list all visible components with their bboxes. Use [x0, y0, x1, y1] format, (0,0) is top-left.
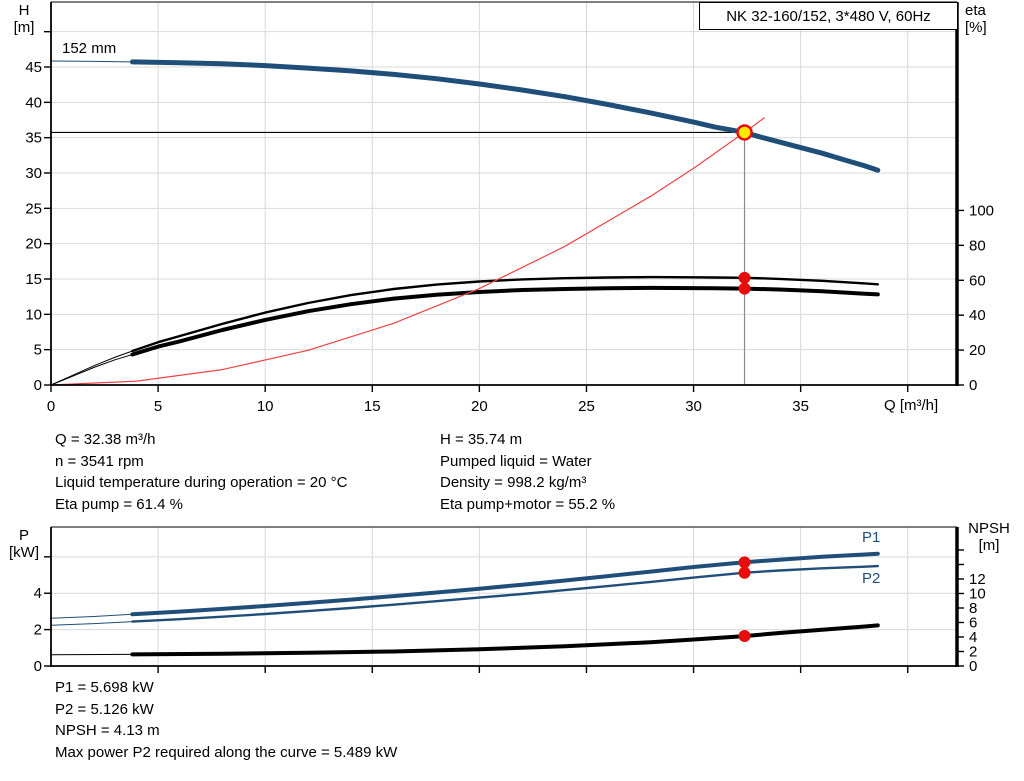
pump-designation-text: NK 32-160/152, 3*480 V, 60Hz [726, 7, 931, 25]
info-eta-pump: Eta pump = 61.4 % [55, 495, 183, 513]
info-density: Density = 998.2 kg/m³ [440, 474, 587, 491]
p1-point [738, 556, 751, 569]
left-axis-tick-label: 4 [34, 585, 42, 602]
p1-curve-lead [50, 613, 133, 619]
left-axis-tick-label: 15 [25, 271, 42, 288]
left-axis-tick-label: 2 [34, 622, 42, 639]
left-axis-tick-label: 30 [25, 165, 42, 182]
x-axis-tick-label: 35 [792, 398, 809, 415]
left-axis-tick-label: 0 [34, 658, 42, 675]
info-npsh: NPSH = 4.13 m [55, 722, 160, 739]
right-axis-tick-label: 10 [969, 585, 986, 602]
p1-curve-label: P1 [862, 529, 881, 546]
left-axis-tick-label: 20 [25, 236, 42, 253]
eta-pump-motor-curve [130, 285, 880, 357]
duty-point-marker[interactable] [736, 124, 753, 141]
eta-axis-title-symbol: eta [965, 2, 986, 19]
info-liquid-temperature: Liquid temperature during operation = 20… [55, 474, 348, 491]
left-axis-tick-label: 5 [34, 342, 42, 359]
p2-curve-lead [50, 621, 133, 626]
right-axis-tick-label: 20 [969, 342, 986, 359]
eta-pump-motor-curve-lead [50, 354, 133, 386]
right-axis-tick-label: 2 [969, 643, 977, 660]
x-axis-tick-label: 10 [257, 398, 274, 415]
right-axis-tick-label: 80 [969, 237, 986, 254]
left-axis-tick-label: 40 [25, 94, 42, 111]
head-curve-152mm [129, 59, 881, 173]
npsh-point [738, 630, 751, 643]
right-axis-tick-label: 8 [969, 600, 977, 617]
info-max-power: Max power P2 required along the curve = … [55, 743, 398, 761]
power-info-block: P1 = 5.698 kW P2 = 5.126 kW NPSH = 4.13 … [55, 677, 397, 763]
p-axis-title-symbol: P [18, 527, 29, 544]
npsh-axis-title-symbol: NPSH [968, 520, 1010, 537]
p2-curve [131, 564, 879, 623]
x-axis-tick-label: 0 [47, 398, 55, 415]
left-axis-tick-label: 0 [34, 377, 42, 394]
duty-info-right-column: H = 35.74 m Pumped liquid = Water Densit… [440, 429, 615, 515]
info-head: H = 35.74 m [440, 431, 523, 448]
left-axis-tick-label: 25 [25, 200, 42, 217]
impeller-diameter-label: 152 mm [62, 40, 117, 57]
right-axis-tick-label: 12 [969, 571, 986, 588]
p-axis-title: P [kW] [4, 527, 44, 561]
info-flow: Q = 32.38 m³/h [55, 431, 156, 448]
right-axis-tick-label: 60 [969, 272, 986, 289]
right-axis-tick-label: 6 [969, 614, 977, 631]
info-eta-pump-motor: Eta pump+motor = 55.2 % [440, 495, 616, 513]
p-axis-title-unit: [kW] [9, 544, 39, 561]
right-axis-tick-label: 0 [969, 377, 977, 394]
right-axis-tick-label: 100 [969, 202, 994, 219]
info-pumped-liquid: Pumped liquid = Water [440, 452, 592, 470]
x-axis-tick-label: 25 [578, 398, 595, 415]
eta-axis-title: eta [%] [965, 2, 987, 36]
system-curve [50, 117, 765, 386]
head-curve-152mm-lead [50, 60, 133, 63]
info-speed: n = 3541 rpm [55, 452, 144, 470]
npsh-axis-title: NPSH [m] [957, 520, 1021, 554]
x-axis-tick-label: 15 [364, 398, 381, 415]
pump-designation-box: NK 32-160/152, 3*480 V, 60Hz [699, 2, 958, 30]
h-axis-title: H [m] [4, 2, 44, 36]
p2-curve-label: P2 [862, 570, 881, 587]
eta-pump-motor-point [738, 282, 751, 295]
eta-pump-curve [131, 275, 879, 353]
right-axis-tick-label: 4 [969, 629, 977, 646]
right-axis-tick-label: 40 [969, 307, 986, 324]
info-p1: P1 = 5.698 kW [55, 679, 154, 696]
right-axis-tick-label: 0 [969, 658, 977, 675]
info-p2: P2 = 5.126 kW [55, 700, 154, 718]
x-axis-tick-label: 20 [471, 398, 488, 415]
duty-info-left-column: Q = 32.38 m³/h n = 3541 rpm Liquid tempe… [55, 429, 347, 515]
eta-axis-title-unit: [%] [965, 19, 987, 36]
x-axis-tick-label: 30 [685, 398, 702, 415]
h-axis-title-symbol: H [18, 2, 30, 19]
npsh-axis-title-unit: [m] [978, 537, 1000, 554]
q-axis-title: Q [m³/h] [884, 397, 939, 414]
h-axis-title-unit: [m] [13, 19, 35, 36]
p2-point [738, 566, 751, 579]
npsh-curve [130, 623, 880, 657]
left-axis-tick-label: 35 [25, 130, 42, 147]
p1-curve [130, 551, 880, 617]
eta-pump-curve-lead [50, 350, 133, 386]
x-axis-tick-label: 5 [154, 398, 162, 415]
eta-pump-point [738, 271, 751, 284]
left-axis-tick-label: 45 [25, 59, 42, 76]
left-axis-tick-label: 10 [25, 306, 42, 323]
